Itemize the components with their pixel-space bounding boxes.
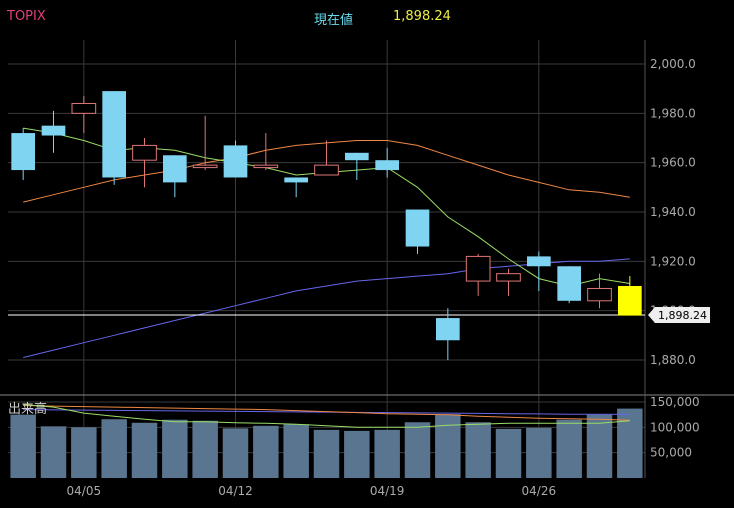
candle (345, 152, 369, 180)
current-value: 1,898.24 (393, 9, 451, 24)
candle (11, 128, 35, 180)
candle-body (405, 209, 430, 247)
candle-body (618, 286, 642, 316)
volume-bar (313, 429, 340, 478)
current-price-tag-label: 1,898.24 (658, 309, 707, 322)
volume-bar (253, 425, 279, 478)
volume-bar (222, 428, 249, 478)
candle (587, 273, 612, 309)
volume-bar (192, 420, 218, 478)
volume-bar (586, 414, 613, 478)
volume-bar (10, 414, 36, 478)
volume-bar (435, 414, 461, 478)
candle (284, 177, 308, 198)
candle-body (11, 133, 35, 171)
price-tick-label: 1,920.0 (650, 254, 696, 268)
candle-body (132, 144, 157, 161)
candle-body (192, 164, 218, 169)
candle-body (71, 102, 97, 114)
volume-bar (495, 428, 522, 478)
date-tick-label: 04/19 (370, 484, 405, 498)
candle (465, 253, 491, 296)
volume-bar (404, 422, 431, 478)
candle-body (314, 164, 339, 176)
candle (436, 308, 460, 360)
candle-body (253, 164, 279, 169)
candle (41, 110, 66, 153)
current-price-tag (648, 307, 710, 324)
volume-bar (617, 408, 643, 478)
candle (192, 115, 218, 171)
volume-bar (71, 427, 97, 478)
candle-body (223, 145, 248, 178)
volume-bar (556, 419, 582, 478)
price-tick-label: 1,960.0 (650, 156, 696, 170)
date-tick-label: 04/05 (67, 484, 102, 498)
volume-bar (374, 429, 400, 478)
candle (557, 266, 581, 304)
candle (253, 133, 279, 171)
candle-body (163, 155, 187, 183)
candle (618, 276, 642, 316)
volume-label: 出来高 (8, 401, 47, 417)
volume-bar (283, 424, 309, 478)
candle (527, 251, 551, 291)
candle-body (527, 256, 551, 267)
candle (314, 140, 339, 176)
candle (71, 96, 97, 134)
volume-tick-label: 100,000 (650, 420, 700, 434)
volume-bar (40, 426, 67, 478)
volume-ma-mid-line (23, 405, 630, 421)
candle-body (375, 160, 399, 171)
candle (496, 268, 521, 296)
price-tick-label: 1,940.0 (650, 205, 696, 219)
candle-body (345, 152, 369, 161)
volume-bar (526, 427, 552, 478)
candle (163, 155, 187, 198)
volume-bar (344, 430, 370, 478)
candle-body (587, 287, 612, 302)
volume-tick-label: 50,000 (650, 446, 692, 460)
candle-body (41, 125, 66, 136)
volume-tick-label: 150,000 (650, 395, 700, 409)
volume-bar (131, 422, 158, 478)
candle-body (436, 318, 460, 341)
candle (132, 138, 157, 188)
date-tick-label: 04/12 (218, 484, 253, 498)
price-tick-label: 1,880.0 (650, 353, 696, 367)
candle (405, 209, 430, 254)
price-tick-label: 1,980.0 (650, 106, 696, 120)
volume-bar (101, 419, 127, 478)
price-tick-label: 2,000.0 (650, 57, 696, 71)
candle-body (496, 273, 521, 282)
symbol-label: TOPIX (7, 9, 46, 24)
volume-ma-short-line (23, 404, 630, 428)
volume-bar (465, 422, 491, 478)
candle-body (102, 91, 126, 178)
candle (102, 91, 126, 185)
current-value-label: 現在値 (314, 13, 354, 28)
candle-body (284, 177, 308, 183)
date-tick-label: 04/26 (522, 484, 557, 498)
candle (375, 147, 399, 178)
candle-body (465, 255, 491, 282)
volume-bar (162, 419, 188, 478)
candle-body (557, 266, 581, 301)
grid-lines (8, 40, 645, 478)
candle (223, 140, 248, 178)
